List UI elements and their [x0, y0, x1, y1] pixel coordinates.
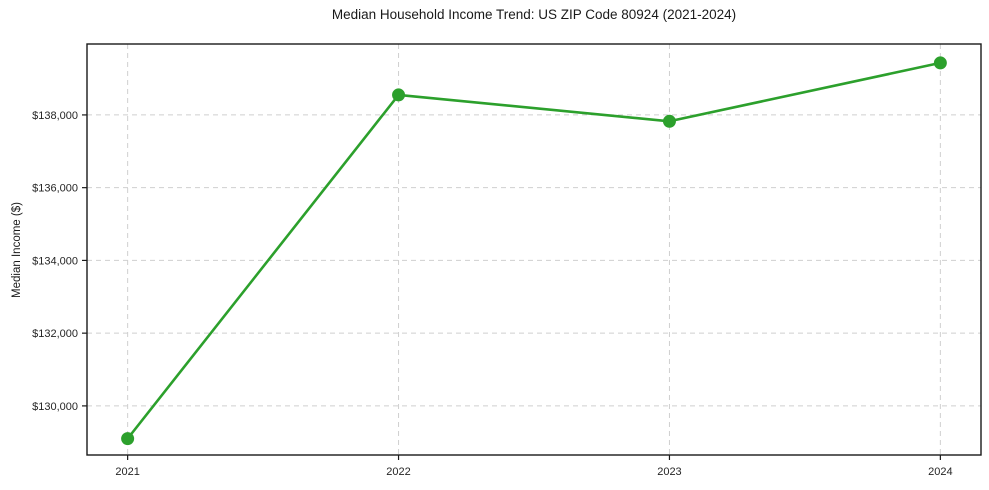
data-point-2023 — [662, 114, 676, 128]
y-tick-label: $136,000 — [32, 183, 78, 195]
x-tick-label: 2024 — [928, 466, 952, 478]
chart-title: Median Household Income Trend: US ZIP Co… — [331, 7, 737, 22]
y-tick-label: $134,000 — [32, 255, 78, 267]
x-tick-label: 2023 — [657, 466, 681, 478]
plot-border — [86, 43, 982, 456]
trend-line — [126, 61, 942, 440]
data-point-2022 — [392, 88, 406, 102]
y-tick-label: $130,000 — [32, 401, 78, 413]
data-point-2021 — [121, 432, 135, 446]
y-tick-label: $132,000 — [32, 328, 78, 340]
y-tick-label: $138,000 — [32, 110, 78, 122]
data-point-2024 — [933, 56, 947, 70]
x-tick-label: 2022 — [386, 466, 410, 478]
x-tick-label: 2021 — [115, 466, 139, 478]
